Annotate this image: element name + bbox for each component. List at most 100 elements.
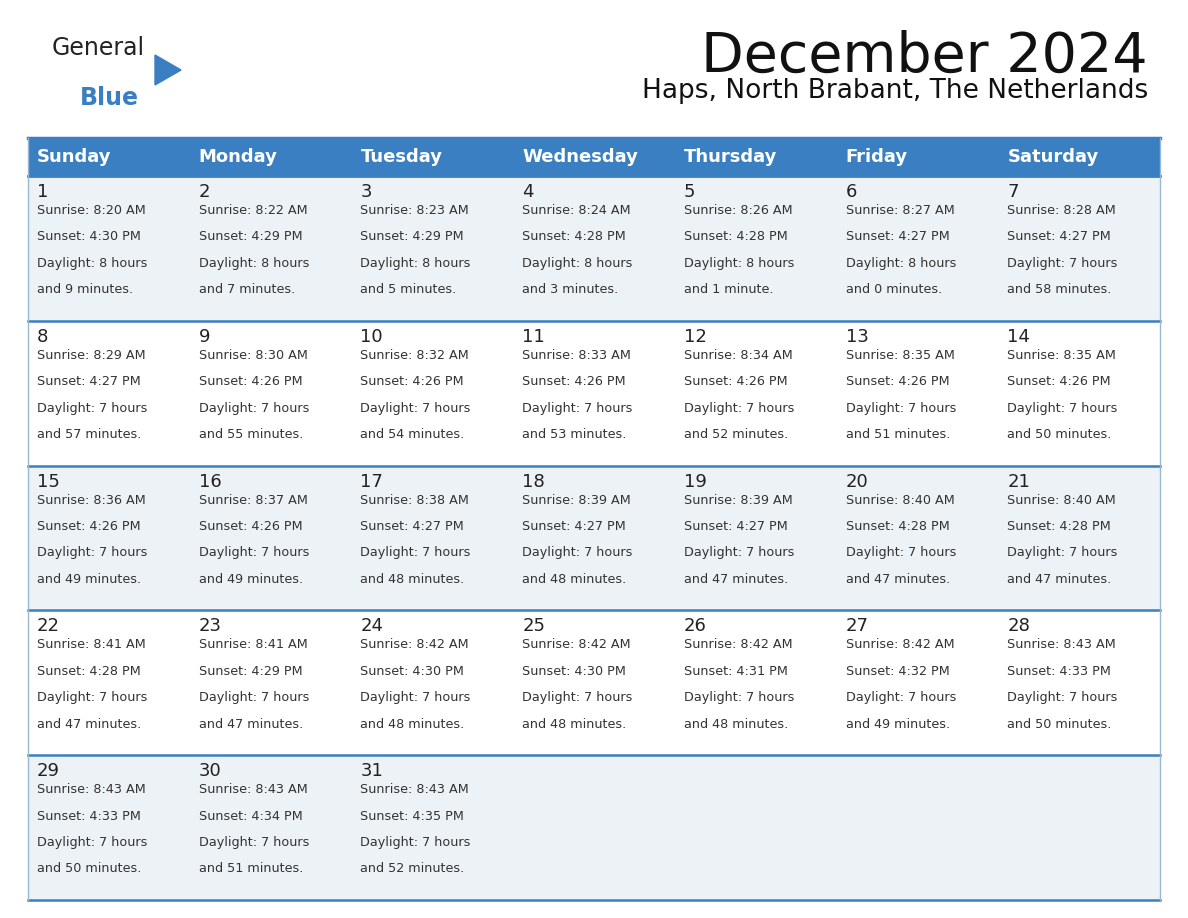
Text: Sunrise: 8:42 AM: Sunrise: 8:42 AM [846, 638, 954, 652]
Text: and 53 minutes.: and 53 minutes. [523, 428, 626, 441]
Text: Sunrise: 8:42 AM: Sunrise: 8:42 AM [523, 638, 631, 652]
Text: and 7 minutes.: and 7 minutes. [198, 283, 295, 297]
Text: 20: 20 [846, 473, 868, 490]
Text: 30: 30 [198, 762, 221, 780]
Text: Sunrise: 8:36 AM: Sunrise: 8:36 AM [37, 494, 146, 507]
Text: 27: 27 [846, 618, 868, 635]
Text: Sunrise: 8:41 AM: Sunrise: 8:41 AM [37, 638, 146, 652]
Text: Daylight: 7 hours: Daylight: 7 hours [198, 546, 309, 559]
Text: and 52 minutes.: and 52 minutes. [684, 428, 788, 441]
Text: Sunset: 4:34 PM: Sunset: 4:34 PM [198, 810, 303, 823]
Text: Daylight: 8 hours: Daylight: 8 hours [523, 257, 632, 270]
Text: 5: 5 [684, 183, 695, 201]
Text: and 49 minutes.: and 49 minutes. [846, 718, 949, 731]
Bar [352, 138, 513, 176]
Text: Sunset: 4:27 PM: Sunset: 4:27 PM [37, 375, 140, 388]
Text: Sunset: 4:26 PM: Sunset: 4:26 PM [523, 375, 626, 388]
Text: Sunrise: 8:32 AM: Sunrise: 8:32 AM [360, 349, 469, 362]
Text: Daylight: 7 hours: Daylight: 7 hours [1007, 691, 1118, 704]
Text: 9: 9 [198, 328, 210, 346]
Text: 29: 29 [37, 762, 61, 780]
Text: and 47 minutes.: and 47 minutes. [1007, 573, 1112, 586]
Text: Sunrise: 8:20 AM: Sunrise: 8:20 AM [37, 204, 146, 217]
Text: Sunset: 4:26 PM: Sunset: 4:26 PM [684, 375, 788, 388]
Text: Daylight: 7 hours: Daylight: 7 hours [523, 546, 632, 559]
Text: Sunset: 4:28 PM: Sunset: 4:28 PM [1007, 520, 1111, 533]
Text: Daylight: 7 hours: Daylight: 7 hours [1007, 401, 1118, 415]
Bar [836, 138, 998, 176]
Text: Sunrise: 8:38 AM: Sunrise: 8:38 AM [360, 494, 469, 507]
Text: and 51 minutes.: and 51 minutes. [846, 428, 950, 441]
Text: 2: 2 [198, 183, 210, 201]
Text: 23: 23 [198, 618, 222, 635]
Text: Sunrise: 8:43 AM: Sunrise: 8:43 AM [198, 783, 308, 796]
Text: and 48 minutes.: and 48 minutes. [360, 573, 465, 586]
Text: Sunset: 4:26 PM: Sunset: 4:26 PM [360, 375, 465, 388]
Bar [513, 138, 675, 176]
Text: 6: 6 [846, 183, 857, 201]
Text: 4: 4 [523, 183, 533, 201]
Text: Sunset: 4:29 PM: Sunset: 4:29 PM [198, 230, 302, 243]
Text: Sunrise: 8:40 AM: Sunrise: 8:40 AM [846, 494, 954, 507]
Text: and 55 minutes.: and 55 minutes. [198, 428, 303, 441]
Text: 26: 26 [684, 618, 707, 635]
Text: Sunset: 4:28 PM: Sunset: 4:28 PM [684, 230, 788, 243]
Text: Daylight: 7 hours: Daylight: 7 hours [37, 836, 147, 849]
Text: and 47 minutes.: and 47 minutes. [37, 718, 141, 731]
Text: and 48 minutes.: and 48 minutes. [523, 573, 626, 586]
Text: Sunset: 4:26 PM: Sunset: 4:26 PM [1007, 375, 1111, 388]
Text: and 1 minute.: and 1 minute. [684, 283, 773, 297]
Text: December 2024: December 2024 [701, 30, 1148, 84]
Text: 21: 21 [1007, 473, 1030, 490]
Bar [29, 610, 1159, 756]
Text: 18: 18 [523, 473, 545, 490]
Text: 8: 8 [37, 328, 49, 346]
Text: and 50 minutes.: and 50 minutes. [1007, 718, 1112, 731]
Text: Daylight: 7 hours: Daylight: 7 hours [360, 691, 470, 704]
Text: Sunrise: 8:35 AM: Sunrise: 8:35 AM [846, 349, 954, 362]
Text: Sunrise: 8:22 AM: Sunrise: 8:22 AM [198, 204, 308, 217]
Text: Sunset: 4:28 PM: Sunset: 4:28 PM [846, 520, 949, 533]
Text: and 49 minutes.: and 49 minutes. [37, 573, 141, 586]
Text: Sunrise: 8:39 AM: Sunrise: 8:39 AM [523, 494, 631, 507]
Text: Wednesday: Wednesday [523, 148, 638, 166]
Text: Sunset: 4:30 PM: Sunset: 4:30 PM [523, 665, 626, 677]
Text: Sunrise: 8:33 AM: Sunrise: 8:33 AM [523, 349, 631, 362]
Bar [29, 320, 1159, 465]
Text: and 47 minutes.: and 47 minutes. [846, 573, 950, 586]
Polygon shape [154, 55, 181, 85]
Text: and 47 minutes.: and 47 minutes. [198, 718, 303, 731]
Text: and 57 minutes.: and 57 minutes. [37, 428, 141, 441]
Text: and 48 minutes.: and 48 minutes. [684, 718, 788, 731]
Text: Sunrise: 8:35 AM: Sunrise: 8:35 AM [1007, 349, 1117, 362]
Text: Daylight: 7 hours: Daylight: 7 hours [37, 401, 147, 415]
Text: Sunset: 4:29 PM: Sunset: 4:29 PM [198, 665, 302, 677]
Text: and 54 minutes.: and 54 minutes. [360, 428, 465, 441]
Bar [998, 138, 1159, 176]
Text: and 51 minutes.: and 51 minutes. [198, 862, 303, 876]
Text: Daylight: 7 hours: Daylight: 7 hours [684, 691, 795, 704]
Bar [190, 138, 352, 176]
Text: Sunset: 4:29 PM: Sunset: 4:29 PM [360, 230, 465, 243]
Text: Daylight: 7 hours: Daylight: 7 hours [846, 546, 956, 559]
Text: 12: 12 [684, 328, 707, 346]
Text: Sunset: 4:26 PM: Sunset: 4:26 PM [198, 375, 302, 388]
Text: Daylight: 7 hours: Daylight: 7 hours [198, 691, 309, 704]
Text: Sunset: 4:28 PM: Sunset: 4:28 PM [37, 665, 140, 677]
Text: Sunset: 4:27 PM: Sunset: 4:27 PM [523, 520, 626, 533]
Text: Daylight: 7 hours: Daylight: 7 hours [198, 401, 309, 415]
Text: Sunset: 4:26 PM: Sunset: 4:26 PM [37, 520, 140, 533]
Bar [29, 465, 1159, 610]
Text: Sunset: 4:27 PM: Sunset: 4:27 PM [846, 230, 949, 243]
Text: Sunset: 4:26 PM: Sunset: 4:26 PM [198, 520, 302, 533]
Text: and 52 minutes.: and 52 minutes. [360, 862, 465, 876]
Text: Sunrise: 8:28 AM: Sunrise: 8:28 AM [1007, 204, 1116, 217]
Text: and 50 minutes.: and 50 minutes. [37, 862, 141, 876]
Text: Sunrise: 8:29 AM: Sunrise: 8:29 AM [37, 349, 146, 362]
Text: Sunset: 4:30 PM: Sunset: 4:30 PM [360, 665, 465, 677]
Text: Sunrise: 8:43 AM: Sunrise: 8:43 AM [360, 783, 469, 796]
Text: Daylight: 7 hours: Daylight: 7 hours [684, 401, 795, 415]
Text: Daylight: 8 hours: Daylight: 8 hours [846, 257, 956, 270]
Text: Daylight: 7 hours: Daylight: 7 hours [360, 836, 470, 849]
Text: Daylight: 7 hours: Daylight: 7 hours [37, 691, 147, 704]
